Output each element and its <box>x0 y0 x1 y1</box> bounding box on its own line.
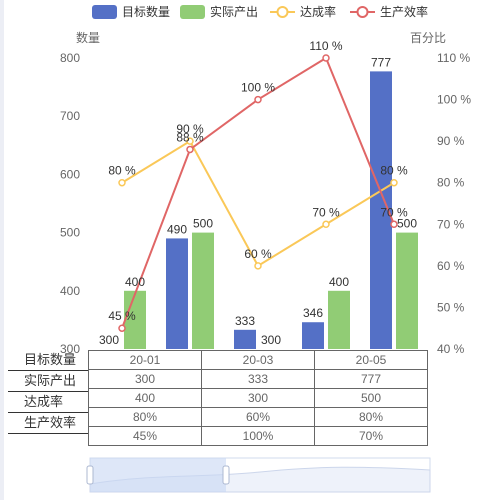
legend-swatch-marker <box>356 6 369 18</box>
table-header-cell: 20-05 <box>314 350 428 370</box>
legend-label: 实际产出 <box>210 4 258 19</box>
bar <box>166 238 188 349</box>
y-right-tick-label: 80 % <box>437 176 465 190</box>
bar-value-label: 490 <box>167 222 187 236</box>
legend-swatch-bar <box>180 5 205 19</box>
bar-value-label: 400 <box>329 275 349 289</box>
bar-value-label: 500 <box>397 217 417 231</box>
data-table: 20-01 20-03 20-05 300 333 777 400 300 50… <box>88 350 428 446</box>
bar <box>124 290 146 349</box>
line-point <box>186 145 194 154</box>
bar <box>396 232 418 349</box>
y-right-axis-name: 百分比 <box>410 31 446 45</box>
line-value-label: 70 % <box>380 205 408 219</box>
bar-value-label: 500 <box>193 217 213 231</box>
line-value-label: 90 % <box>176 122 204 136</box>
bar <box>302 322 324 349</box>
line-value-label: 110 % <box>309 39 342 53</box>
table-cell: 80% <box>314 407 428 427</box>
line-point <box>118 178 126 187</box>
table-cell: 80% <box>88 407 202 427</box>
table-row: 400 300 500 <box>88 388 428 408</box>
y-left-tick-label: 800 <box>60 51 80 65</box>
bar-value-label: 777 <box>371 55 391 69</box>
row-label-efficiency: 生产效率 <box>8 413 88 434</box>
row-label-output: 实际产出 <box>8 371 88 392</box>
bar-value-label: 333 <box>235 314 255 328</box>
table-cell: 777 <box>314 369 428 389</box>
bar <box>234 329 256 349</box>
row-label-rate: 达成率 <box>8 392 88 413</box>
y-left-axis-name: 数量 <box>76 30 100 45</box>
table-row: 80% 60% 80% <box>88 407 428 427</box>
table-header-row: 20-01 20-03 20-05 <box>88 350 428 370</box>
table-cell: 300 <box>201 388 315 408</box>
y-right-tick-label: 40 % <box>437 342 465 356</box>
line-value-label: 80 % <box>108 164 136 178</box>
y-right-tick-label: 60 % <box>437 259 465 273</box>
bar-value-label: 300 <box>99 333 119 347</box>
line-point <box>186 137 194 145</box>
y-right-tick-label: 70 % <box>437 217 465 231</box>
y-right-tick-label: 50 % <box>437 300 465 314</box>
line-value-label: 45 % <box>108 309 136 323</box>
line-value-label: 80 % <box>380 164 408 178</box>
table-header-cell: 20-03 <box>201 350 315 370</box>
table-cell: 333 <box>201 369 315 389</box>
y-right-tick-label: 90 % <box>437 134 465 148</box>
table-header-cell: 20-01 <box>88 350 202 370</box>
line-point <box>390 220 398 229</box>
data-labels: 300 490 333 346 777 400 500 300 400 500 80 % 90 % 60… <box>99 39 417 347</box>
zoom-handle-right <box>222 465 230 485</box>
table-row-labels: 目标数量 实际产出 达成率 生产效率 <box>8 350 88 434</box>
y-left-tick-label: 500 <box>60 226 80 240</box>
table-row: 45% 100% 70% <box>88 426 428 446</box>
legend: 目标数量 实际产出 达成率 生产效率 <box>92 4 428 19</box>
table-cell: 60% <box>201 407 315 427</box>
bar <box>192 232 214 349</box>
line-point <box>254 95 262 104</box>
legend-swatch-bar <box>92 5 117 19</box>
line-point <box>322 54 330 62</box>
table-cell: 500 <box>314 388 428 408</box>
line-value-label: 100 % <box>241 81 275 95</box>
legend-label: 目标数量 <box>122 4 170 19</box>
bar-value-label: 300 <box>261 333 281 347</box>
row-label-target: 目标数量 <box>8 350 88 371</box>
y-left-tick-label: 700 <box>60 109 80 123</box>
line-point <box>322 220 330 229</box>
line-value-label: 70 % <box>312 205 340 219</box>
table-cell: 300 <box>88 369 202 389</box>
axes: 数量 百分比 300 400 500 600 700 800 40 % 50 % 60 % 70 % 8… <box>60 30 471 356</box>
table-cell: 70% <box>314 426 428 446</box>
left-edge-strip <box>0 0 4 500</box>
bars <box>124 71 418 350</box>
y-right-tick-label: 110 % <box>437 51 470 65</box>
line-value-label: 60 % <box>244 247 272 261</box>
lines <box>118 54 398 332</box>
line-point <box>390 178 398 187</box>
zoom-selected-range <box>90 458 226 492</box>
y-left-tick-label: 300 <box>60 342 80 356</box>
data-zoom-slider[interactable] <box>86 457 431 493</box>
legend-label: 达成率 <box>300 4 336 19</box>
table-cell: 100% <box>201 426 315 446</box>
table-cell: 45% <box>88 426 202 446</box>
line-point <box>118 324 126 332</box>
line-value-label: 88 % <box>176 130 204 144</box>
bar <box>328 290 350 349</box>
bar-value-label: 400 <box>125 275 145 289</box>
zoom-handle-left <box>86 465 94 485</box>
legend-label: 生产效率 <box>380 4 428 19</box>
legend-swatch-marker <box>276 6 289 18</box>
line-point <box>254 262 262 270</box>
y-right-tick-label: 100 % <box>437 93 471 107</box>
table-row: 300 333 777 <box>88 369 428 389</box>
y-left-tick-label: 400 <box>60 284 80 298</box>
bar <box>370 71 392 350</box>
y-left-tick-label: 600 <box>60 167 80 181</box>
bar-value-label: 346 <box>303 306 323 320</box>
table-cell: 400 <box>88 388 202 408</box>
